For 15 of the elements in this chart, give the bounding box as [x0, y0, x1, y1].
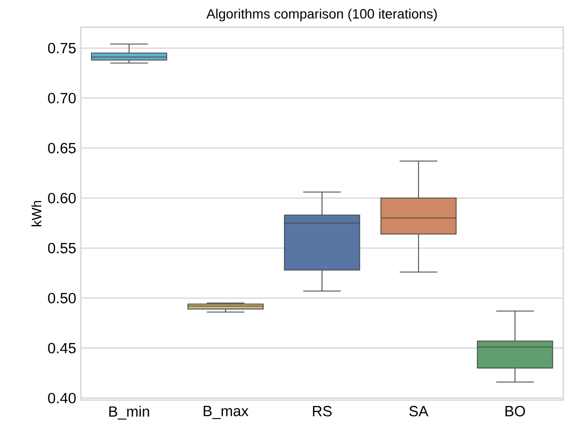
x-tick-label: SA [409, 406, 428, 416]
y-tick-label: 0.75 [48, 42, 76, 54]
y-tick-label: 0.45 [48, 342, 76, 354]
y-tick-label: 0.65 [48, 142, 76, 154]
y-axis-title: kWh [31, 200, 42, 226]
x-tick-label: RS [312, 406, 332, 416]
y-tick-label: 0.40 [48, 392, 76, 404]
chart-title: Algorithms comparison (100 iterations) [206, 8, 437, 22]
x-tick-label: B_max [204, 406, 248, 419]
y-tick-label: 0.50 [48, 292, 76, 304]
x-tick-label: B_min [109, 406, 150, 420]
y-tick-label: 0.60 [48, 192, 76, 204]
x-tick-label: BO [506, 406, 525, 416]
y-tick-label: 0.55 [48, 242, 76, 254]
y-tick-label: 0.70 [48, 92, 76, 104]
